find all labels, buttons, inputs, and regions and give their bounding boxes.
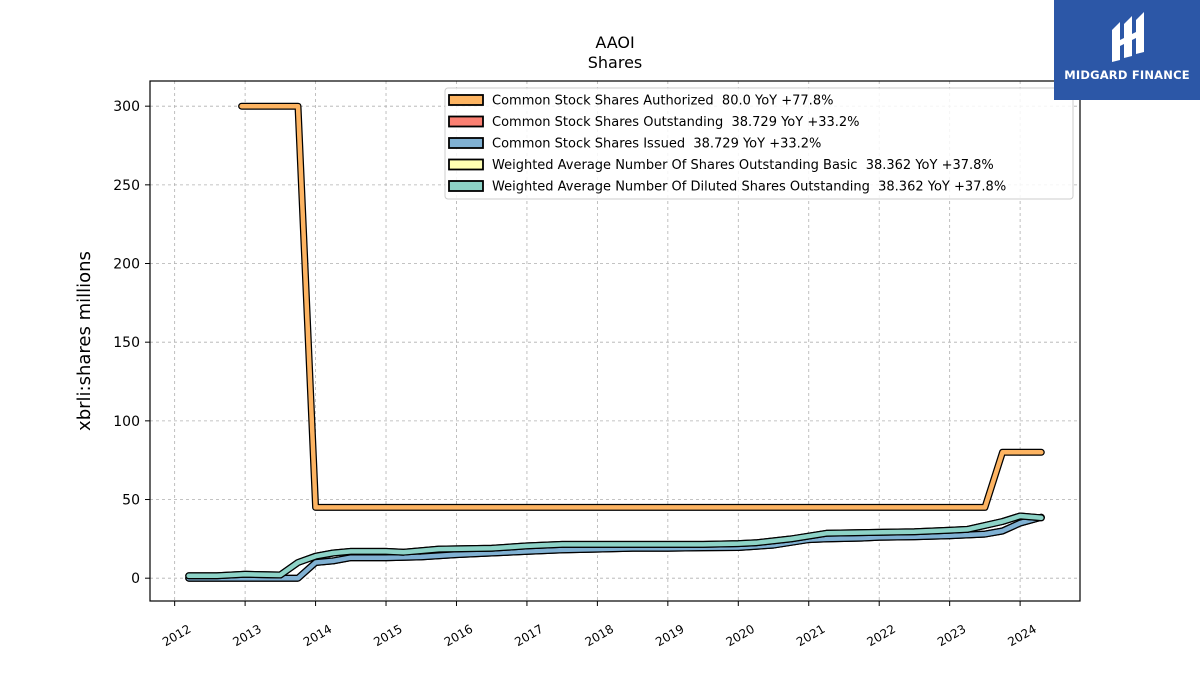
midgard-m-logo-icon (1112, 12, 1144, 62)
y-tick-label: 0 (131, 571, 140, 587)
y-tick-label: 300 (113, 99, 140, 115)
series-2-line (186, 515, 1044, 581)
y-tick-label: 50 (122, 493, 140, 509)
legend: Common Stock Shares Authorized 80.0 YoY … (444, 87, 1074, 200)
legend-label: Common Stock Shares Outstanding 38.729 Y… (492, 115, 860, 130)
legend-label: Common Stock Shares Authorized 80.0 YoY … (492, 94, 833, 109)
chart-subtitle: Shares (588, 53, 643, 72)
chart-title: AAOI (595, 33, 634, 52)
x-tick-label: 2019 (653, 622, 686, 649)
y-tick-label: 200 (113, 257, 140, 273)
series-0-line (239, 103, 1044, 510)
y-tick-label: 250 (113, 178, 140, 194)
legend-swatch (448, 180, 484, 192)
x-tick-label: 2014 (301, 622, 334, 649)
y-tick-label: 100 (113, 414, 140, 430)
plot-frame (149, 80, 1081, 602)
legend-box (444, 87, 1074, 200)
legend-swatch (448, 137, 484, 149)
x-tick-label: 2022 (864, 622, 897, 649)
legend-label: Weighted Average Number Of Diluted Share… (492, 180, 1006, 195)
legend-label: Common Stock Shares Issued 38.729 YoY +3… (492, 137, 821, 152)
x-tick-label: 2023 (935, 622, 968, 649)
x-tick-label: 2013 (230, 622, 263, 649)
legend-label: Weighted Average Number Of Shares Outsta… (492, 158, 994, 173)
series-lines (185, 102, 1045, 582)
legend-swatch (448, 94, 484, 106)
x-tick-label: 2024 (1005, 622, 1038, 649)
x-tick-label: 2018 (583, 622, 616, 649)
x-tick-label: 2016 (442, 622, 475, 649)
x-tick-label: 2021 (794, 622, 827, 649)
y-axis-label: xbrli:shares millions (74, 251, 95, 431)
x-tick-label: 2017 (512, 622, 545, 649)
brand-logo: MIDGARD FINANCE (1054, 0, 1200, 100)
series-4-line (186, 513, 1044, 579)
x-tick-label: 2015 (371, 622, 404, 649)
legend-swatch (448, 158, 484, 171)
x-tick-label: 2020 (724, 622, 757, 649)
x-tick-label: 2012 (160, 622, 193, 649)
y-tick-label: 150 (113, 335, 140, 351)
legend-swatch (448, 115, 484, 128)
brand-name: MIDGARD FINANCE (1064, 68, 1190, 82)
